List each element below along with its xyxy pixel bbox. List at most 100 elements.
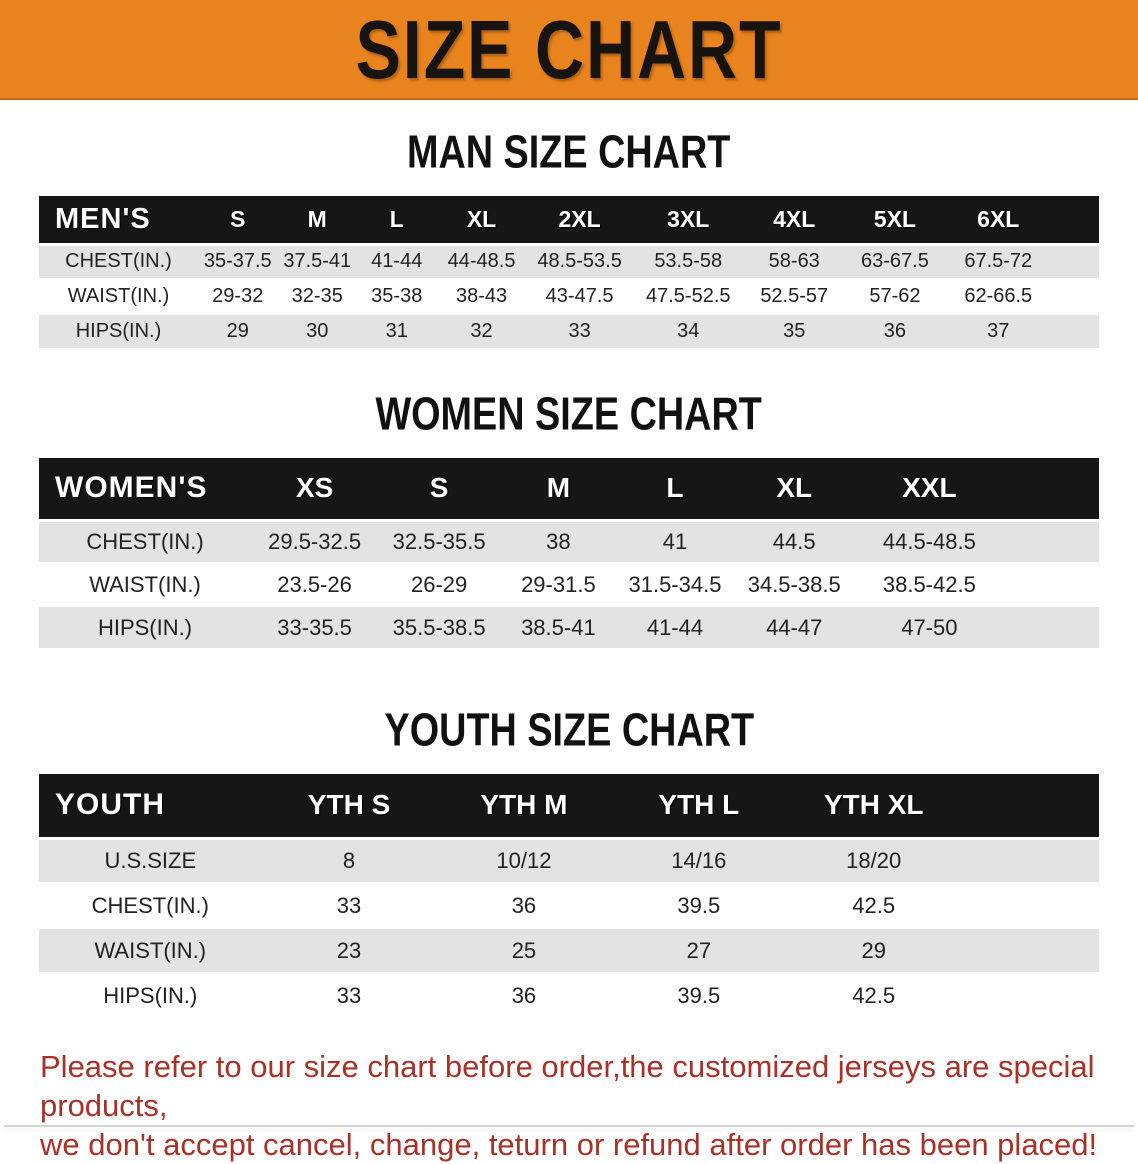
men-size-cell: 67.5-72 — [945, 244, 1052, 280]
men-size-cell: 43-47.5 — [526, 279, 633, 315]
youth-chest-row: CHEST(IN.) 33 36 39.5 42.5 — [39, 883, 1099, 929]
youth-hips-row: HIPS(IN.) 33 36 39.5 42.5 — [39, 973, 1099, 1019]
men-col-header: XL — [436, 196, 527, 246]
youth-waist-row: WAIST(IN.) 23 25 27 29 — [39, 928, 1099, 974]
men-size-cell: 35 — [743, 314, 845, 350]
women-size-cell: 38 — [500, 520, 617, 564]
youth-size-table: YOUTH YTH S YTH M YTH L YTH XL U.S.SIZE … — [39, 774, 1099, 1019]
men-size-cell: 37 — [945, 314, 1052, 350]
men-size-cell: 53.5-58 — [632, 244, 744, 280]
men-col-header: M — [277, 196, 357, 246]
youth-col-header: YTH XL — [786, 774, 962, 840]
men-col-header: 6XL — [945, 196, 1052, 246]
men-size-cell: 48.5-53.5 — [526, 244, 633, 280]
women-hips-row: HIPS(IN.) 33-35.5 35.5-38.5 38.5-41 41-4… — [39, 606, 1099, 650]
disclaimer-text: Please refer to our size chart before or… — [40, 1047, 1110, 1164]
spacer-cell — [1003, 606, 1099, 650]
men-col-header: 3XL — [632, 196, 744, 246]
women-size-cell: 38.5-41 — [500, 606, 617, 650]
youth-size-cell: 18/20 — [786, 838, 962, 884]
women-row-label: WAIST(IN.) — [39, 563, 251, 607]
men-col-header: S — [198, 196, 278, 246]
women-size-cell: 38.5-42.5 — [855, 563, 1004, 607]
spacer-cell — [961, 928, 1099, 974]
spacer-cell — [961, 973, 1099, 1019]
women-size-chart-heading: WOMEN SIZE CHART — [0, 388, 1138, 440]
youth-size-cell: 42.5 — [786, 883, 962, 929]
men-col-header: L — [357, 196, 437, 246]
disclaimer-line-1: Please refer to our size chart before or… — [40, 1049, 1095, 1123]
youth-row-label: U.S.SIZE — [39, 838, 262, 884]
spacer-cell — [1051, 196, 1099, 246]
men-size-cell: 35-38 — [357, 279, 437, 315]
men-size-cell: 32-35 — [277, 279, 357, 315]
women-size-cell: 44.5-48.5 — [855, 520, 1004, 564]
youth-col-header: YTH L — [611, 774, 787, 840]
youth-size-cell: 33 — [261, 973, 437, 1019]
women-size-cell: 44-47 — [733, 606, 856, 650]
women-size-cell: 35.5-38.5 — [378, 606, 501, 650]
men-size-cell: 44-48.5 — [436, 244, 527, 280]
men-size-cell: 47.5-52.5 — [632, 279, 744, 315]
youth-size-cell: 10/12 — [436, 838, 612, 884]
spacer-cell — [1003, 520, 1099, 564]
women-size-cell: 29-31.5 — [500, 563, 617, 607]
youth-size-cell: 8 — [261, 838, 437, 884]
men-size-cell: 35-37.5 — [198, 244, 278, 280]
youth-col-header: YTH M — [436, 774, 612, 840]
women-col-header: L — [616, 458, 734, 522]
women-waist-row: WAIST(IN.) 23.5-26 26-29 29-31.5 31.5-34… — [39, 563, 1099, 607]
spacer-cell — [1051, 279, 1099, 315]
men-table-label: MEN'S — [39, 196, 198, 246]
youth-size-cell: 14/16 — [611, 838, 787, 884]
women-size-cell: 33-35.5 — [251, 606, 379, 650]
men-row-label: WAIST(IN.) — [39, 279, 198, 315]
women-size-table: WOMEN'S XS S M L XL XXL CHEST(IN.) 29.5-… — [39, 458, 1099, 650]
youth-size-cell: 36 — [436, 883, 612, 929]
women-col-header: XXL — [855, 458, 1004, 522]
men-col-header: 4XL — [743, 196, 845, 246]
youth-size-chart-heading-text: YOUTH SIZE CHART — [384, 703, 754, 756]
women-size-cell: 47-50 — [855, 606, 1004, 650]
spacer-cell — [961, 774, 1099, 840]
spacer-cell — [1051, 314, 1099, 350]
youth-row-label: HIPS(IN.) — [39, 973, 262, 1019]
youth-table-label: YOUTH — [39, 774, 262, 840]
women-row-label: HIPS(IN.) — [39, 606, 251, 650]
spacer-cell — [961, 883, 1099, 929]
men-row-label: CHEST(IN.) — [39, 244, 198, 280]
men-size-cell: 30 — [277, 314, 357, 350]
youth-row-label: CHEST(IN.) — [39, 883, 262, 929]
youth-size-cell: 39.5 — [611, 883, 787, 929]
men-size-cell: 63-67.5 — [844, 244, 946, 280]
women-size-cell: 29.5-32.5 — [251, 520, 379, 564]
men-chest-row: CHEST(IN.) 35-37.5 37.5-41 41-44 44-48.5… — [39, 244, 1099, 280]
men-size-cell: 58-63 — [743, 244, 845, 280]
men-size-cell: 29 — [198, 314, 278, 350]
youth-size-cell: 29 — [786, 928, 962, 974]
men-hips-row: HIPS(IN.) 29 30 31 32 33 34 35 36 37 — [39, 314, 1099, 350]
women-size-cell: 34.5-38.5 — [733, 563, 856, 607]
youth-table-header-row: YOUTH YTH S YTH M YTH L YTH XL — [39, 774, 1099, 840]
women-row-label: CHEST(IN.) — [39, 520, 251, 564]
women-col-header: XL — [733, 458, 856, 522]
men-row-label: HIPS(IN.) — [39, 314, 198, 350]
women-table-label: WOMEN'S — [39, 458, 251, 522]
women-size-cell: 41 — [616, 520, 734, 564]
women-col-header: M — [500, 458, 617, 522]
youth-size-cell: 42.5 — [786, 973, 962, 1019]
men-size-cell: 29-32 — [198, 279, 278, 315]
youth-size-cell: 25 — [436, 928, 612, 974]
men-waist-row: WAIST(IN.) 29-32 32-35 35-38 38-43 43-47… — [39, 279, 1099, 315]
men-size-cell: 37.5-41 — [277, 244, 357, 280]
women-col-header: S — [378, 458, 501, 522]
man-size-chart-heading-text: MAN SIZE CHART — [407, 125, 731, 178]
size-chart-banner: SIZE CHART — [0, 0, 1138, 100]
spacer-cell — [1051, 244, 1099, 280]
youth-row-label: WAIST(IN.) — [39, 928, 262, 974]
men-size-cell: 62-66.5 — [945, 279, 1052, 315]
women-size-cell: 32.5-35.5 — [378, 520, 501, 564]
spacer-cell — [961, 838, 1099, 884]
spacer-cell — [1003, 458, 1099, 522]
men-col-header: 2XL — [526, 196, 633, 246]
